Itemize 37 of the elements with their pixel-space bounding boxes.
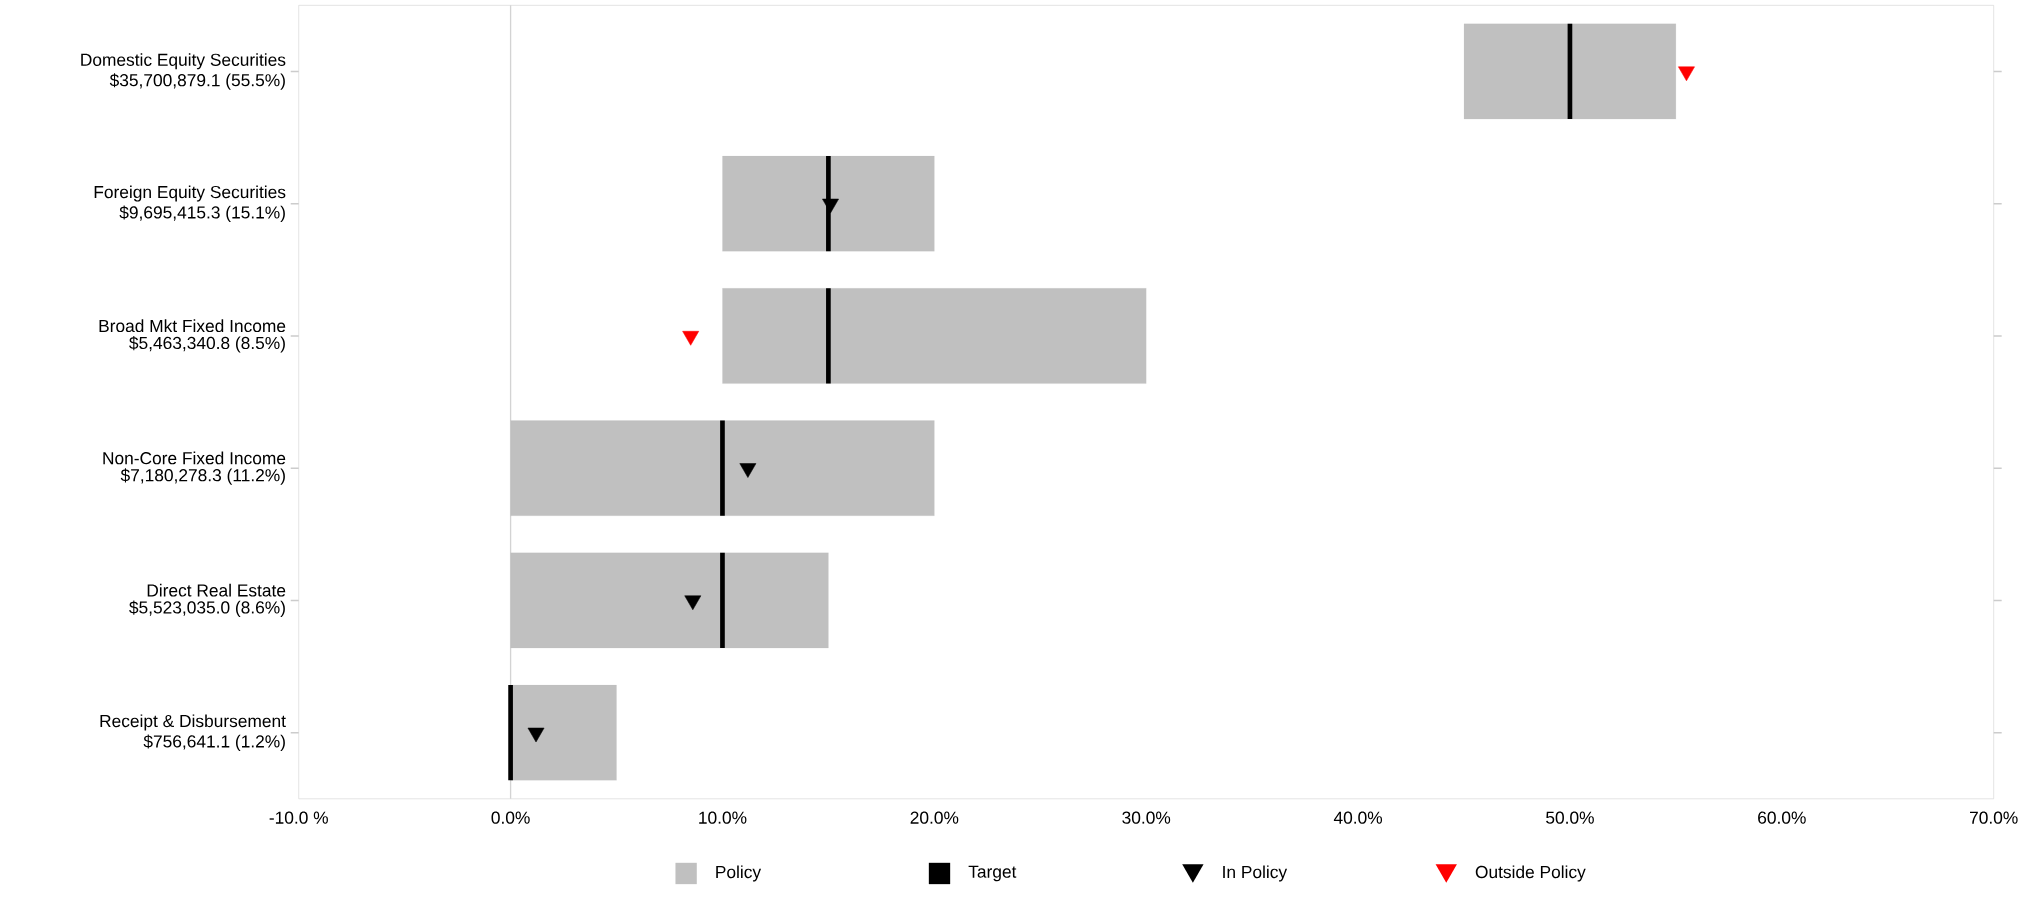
x-tick-label: 60.0%	[1758, 811, 1806, 824]
bar	[722, 288, 1147, 384]
text: $5,523,035.0 (8.6%)	[129, 600, 285, 617]
text: $756,641.1 (1.2%)	[143, 734, 285, 751]
text: $5,463,340.8 (8.5%)	[129, 335, 285, 353]
x-tick-label: 10.0%	[699, 811, 747, 824]
x-tick-label: 20.0%	[910, 811, 959, 824]
y-tick-label: Broad Mkt Fixed Income	[99, 319, 286, 332]
y-tick-label: Non-Core Fixed Income	[103, 451, 286, 465]
bar	[510, 420, 935, 516]
x-tick-label: 40.0%	[1333, 811, 1383, 824]
text: $9,695,415.3 (15.1%)	[119, 205, 285, 222]
bar	[1463, 23, 1676, 119]
bar	[510, 552, 829, 648]
x-tick-label: 50.0%	[1546, 811, 1594, 824]
point	[684, 595, 702, 610]
bar	[722, 155, 935, 252]
legend-label: Outside Policy	[1475, 865, 1586, 882]
legend-label: Target	[968, 865, 1017, 882]
x-tick-label: 70.0%	[1970, 811, 2018, 824]
legend-label: In Policy	[1223, 865, 1288, 882]
y-tick-label: Direct Real Estate	[147, 583, 286, 597]
legend-label: Policy	[716, 865, 762, 882]
point	[682, 330, 700, 346]
point	[527, 727, 545, 743]
point	[822, 198, 839, 214]
y-tick-label: Domestic Equity Securities	[81, 52, 286, 70]
x-tick-label: 30.0%	[1122, 811, 1171, 824]
x-tick-label: 0.0%	[491, 811, 530, 824]
point	[1678, 66, 1695, 81]
text: $35,700,879.1 (55.5%)	[109, 73, 285, 90]
y-tick-label: Receipt & Disbursement	[100, 714, 286, 731]
point	[739, 463, 757, 478]
bar	[510, 684, 617, 781]
text: $7,180,278.3 (11.2%)	[120, 468, 285, 485]
x-tick-label: -10.0 %	[269, 811, 328, 824]
y-tick-label: Foreign Equity Securities	[94, 185, 286, 202]
